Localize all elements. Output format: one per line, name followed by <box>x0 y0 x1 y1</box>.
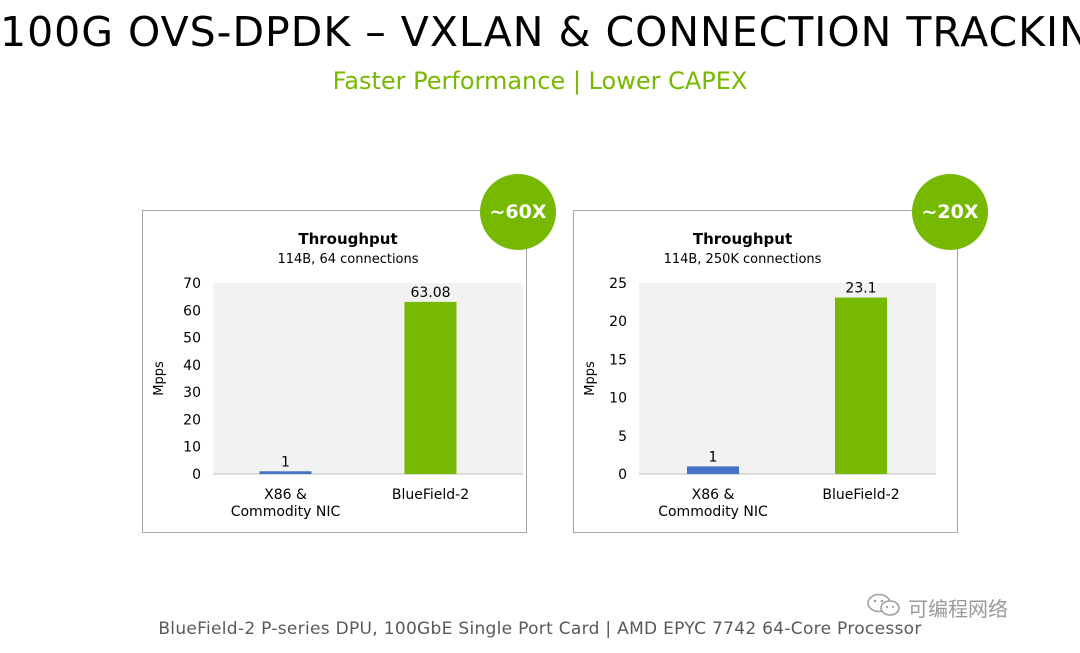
plot-area <box>639 283 936 474</box>
chart-2-svg: Throughput 114B, 250K connections 0 5 10 15 20… <box>583 230 936 520</box>
x-tick-label: X86 & <box>264 487 307 503</box>
y-tick-label: 20 <box>183 412 201 428</box>
y-tick-label: 60 <box>183 303 201 319</box>
chart-panel-2: Throughput 114B, 250K connections 0 5 10 15 20… <box>573 210 958 533</box>
chart-subtitle: 114B, 250K connections <box>664 252 822 267</box>
y-tick-label: 10 <box>609 391 627 407</box>
y-tick-label: 40 <box>183 358 201 374</box>
page-subtitle: Faster Performance | Lower CAPEX <box>332 67 748 95</box>
speedup-badge-2: ~20X <box>912 174 988 250</box>
x-tick-label: BlueField-2 <box>822 487 899 503</box>
y-axis-label: Mpps <box>152 361 167 396</box>
bar <box>404 301 457 474</box>
y-tick-label: 0 <box>618 467 627 483</box>
data-label: 1 <box>281 454 290 470</box>
page-title: 100G OVS-DPDK – VXLAN & CONNECTION TRACK… <box>0 8 1080 56</box>
y-tick-label: 10 <box>183 440 201 456</box>
data-label: 63.08 <box>410 285 450 301</box>
chart-1-svg: Throughput 114B, 64 connections 0 10 20 30 40 5… <box>152 230 523 520</box>
chart-panel-1: Throughput 114B, 64 connections 0 10 20 30 40 5… <box>142 210 527 533</box>
y-tick-label: 5 <box>618 429 627 445</box>
watermark-text: 可编程网络 <box>908 596 1008 621</box>
chart-title: Throughput <box>298 230 397 248</box>
y-tick-label: 30 <box>183 385 201 401</box>
x-tick-label: X86 & <box>692 487 735 503</box>
watermark: 可编程网络 <box>866 593 1056 622</box>
bar <box>687 466 739 474</box>
data-label: 1 <box>709 449 718 465</box>
y-tick-label: 25 <box>609 276 627 292</box>
x-tick-label: Commodity NIC <box>231 504 341 520</box>
y-tick-label: 20 <box>609 314 627 330</box>
wechat-icon <box>866 593 902 622</box>
y-tick-label: 0 <box>192 467 201 483</box>
bar <box>835 297 887 474</box>
data-label: 23.1 <box>845 281 876 297</box>
bar <box>259 471 312 474</box>
x-tick-label: BlueField-2 <box>392 487 469 503</box>
chart-subtitle: 114B, 64 connections <box>277 252 418 267</box>
y-tick-label: 15 <box>609 352 627 368</box>
chart-title: Throughput <box>693 230 792 248</box>
plot-area <box>213 283 523 474</box>
footer-note: BlueField-2 P-series DPU, 100GbE Single … <box>158 619 922 639</box>
speedup-badge-1: ~60X <box>480 174 556 250</box>
y-tick-label: 50 <box>183 331 201 347</box>
y-axis-label: Mpps <box>583 361 598 396</box>
x-tick-label: Commodity NIC <box>658 504 768 520</box>
y-tick-label: 70 <box>183 276 201 292</box>
